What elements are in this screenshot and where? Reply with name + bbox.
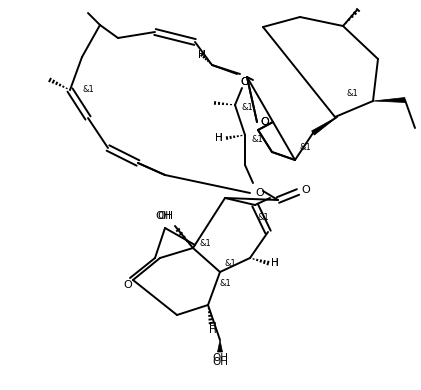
Text: OH: OH: [155, 211, 171, 221]
Text: O: O: [124, 280, 132, 290]
Text: &1: &1: [219, 280, 231, 289]
Text: OH: OH: [157, 211, 173, 221]
Text: O: O: [241, 77, 249, 87]
Text: &1: &1: [224, 259, 236, 268]
Text: OH: OH: [212, 353, 228, 363]
Text: &1: &1: [346, 89, 358, 99]
Polygon shape: [373, 98, 405, 103]
Text: &1: &1: [257, 213, 269, 222]
Text: &1: &1: [199, 239, 211, 248]
Text: O: O: [301, 185, 310, 195]
Polygon shape: [312, 117, 337, 135]
Text: H: H: [198, 50, 206, 60]
Text: OH: OH: [212, 357, 228, 367]
Text: H: H: [215, 133, 223, 143]
Text: H: H: [271, 258, 279, 268]
Polygon shape: [218, 340, 223, 352]
Text: O: O: [261, 117, 269, 127]
Text: H: H: [215, 133, 223, 143]
Text: &1: &1: [82, 85, 94, 94]
Text: H: H: [209, 325, 217, 335]
Text: H: H: [198, 50, 206, 60]
Text: H: H: [271, 258, 279, 268]
Text: O: O: [261, 117, 269, 127]
Text: O: O: [256, 188, 264, 198]
Text: &1: &1: [241, 103, 253, 112]
Text: H: H: [209, 322, 217, 332]
Text: H: H: [198, 50, 206, 60]
Text: &1: &1: [299, 144, 311, 152]
Text: &1: &1: [251, 135, 263, 145]
Text: O: O: [241, 77, 249, 87]
